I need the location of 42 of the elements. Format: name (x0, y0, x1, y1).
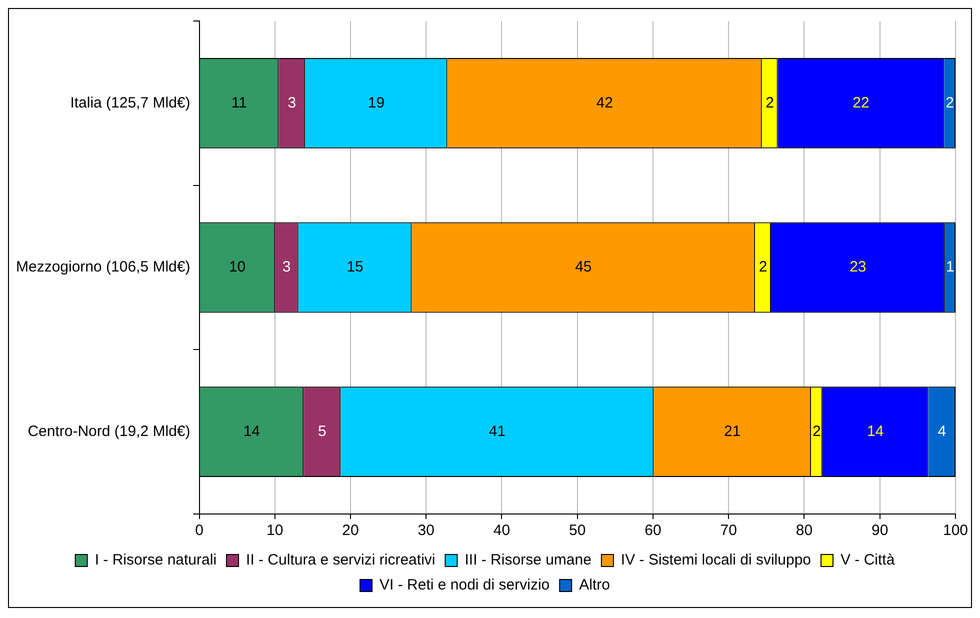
x-tick-label: 20 (342, 522, 359, 540)
data-label: 11 (231, 94, 247, 112)
legend-label: II - Cultura e servizi ricreativi (246, 552, 436, 569)
y-tick-label: Mezzogiorno (106,5 Mld€) (16, 258, 190, 276)
legend-label: V - Città (840, 552, 896, 569)
data-label: 14 (866, 422, 884, 440)
x-tick-label: 80 (796, 522, 813, 540)
data-label: 2 (766, 94, 774, 112)
x-tick-label: 10 (266, 522, 284, 540)
data-label: 19 (368, 94, 385, 112)
data-label: 14 (243, 422, 260, 440)
data-label: 3 (288, 94, 296, 112)
data-label: 21 (724, 422, 741, 440)
data-label: 45 (575, 258, 592, 276)
data-label: 4 (938, 422, 946, 440)
data-label: 2 (812, 422, 821, 440)
data-label: 10 (228, 258, 246, 276)
data-label: 22 (852, 94, 870, 112)
data-label: 2 (946, 94, 954, 112)
x-tick-label: 0 (195, 522, 204, 540)
data-label: 23 (850, 258, 866, 276)
x-tick-label: 90 (872, 522, 888, 540)
data-label: 42 (596, 94, 613, 112)
y-tick-label: Centro-Nord (19,2 Mld€) (28, 422, 190, 440)
data-label: 2 (758, 258, 768, 276)
x-tick-label: 30 (418, 522, 434, 540)
legend-label: III - Risorse umane (464, 552, 592, 569)
legend-label: I - Risorse naturali (94, 552, 217, 569)
x-tick-label: 60 (644, 522, 662, 540)
data-label: 15 (346, 258, 364, 276)
data-label: 3 (282, 258, 291, 276)
data-label: 5 (318, 422, 326, 440)
legend-label: VI - Reti e nodi di servizio (380, 576, 550, 594)
legend-label: IV - Sistemi locali di sviluppo (620, 552, 812, 569)
x-tick-label: 70 (720, 522, 737, 540)
x-tick-label: 40 (493, 522, 510, 540)
legend-label: Altro (579, 576, 610, 594)
x-tick-label: 50 (569, 522, 586, 540)
x-tick-label: 100 (942, 522, 968, 540)
y-tick-label: Italia (125,7 Mld€) (70, 94, 190, 112)
data-label: 41 (488, 422, 506, 440)
data-label: 1 (946, 258, 954, 276)
